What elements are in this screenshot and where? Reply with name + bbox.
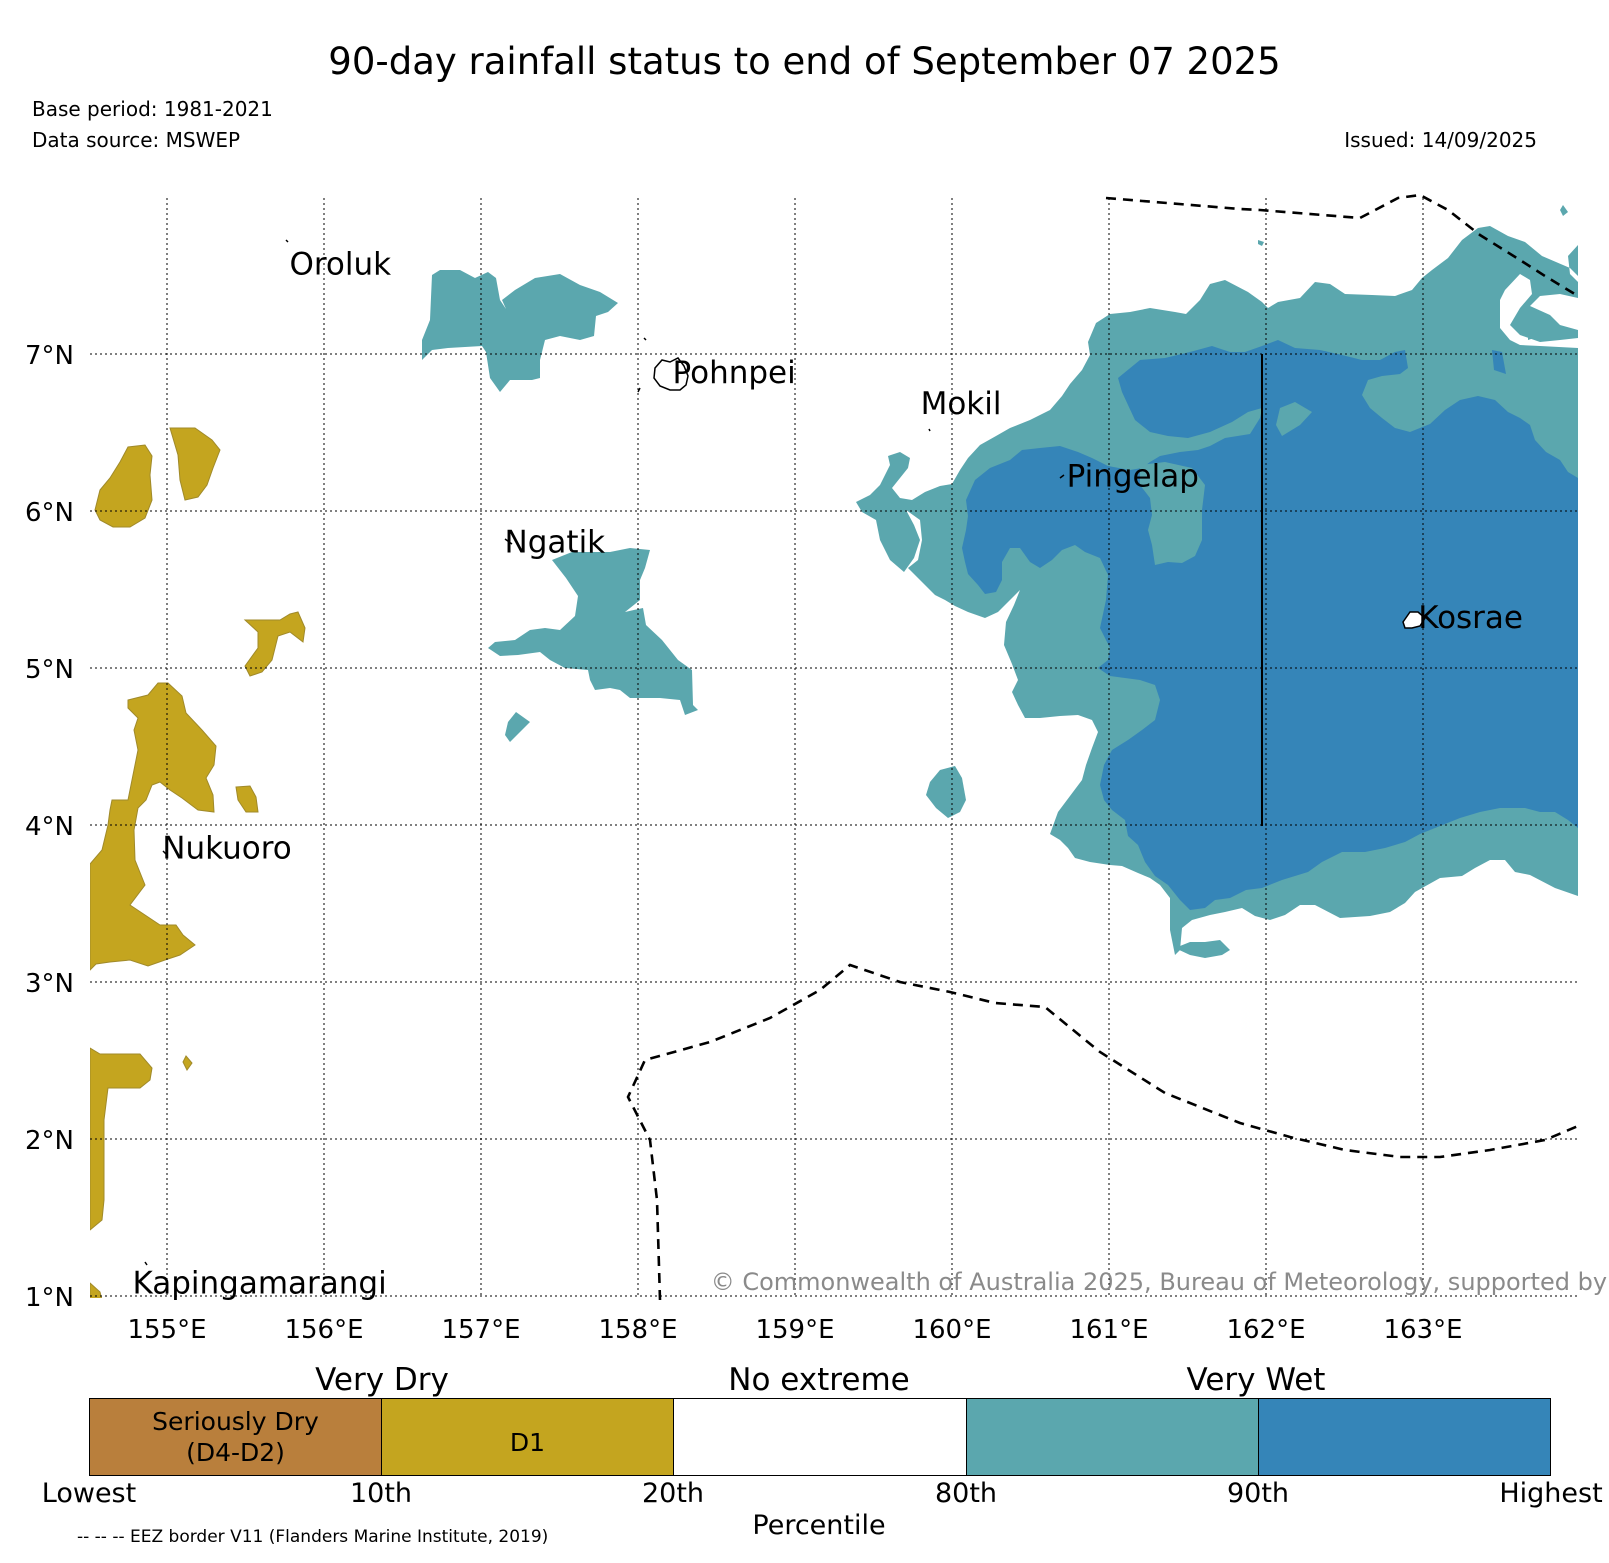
place-label-nukuoro: Nukuoro	[162, 831, 291, 867]
wet-region	[488, 548, 698, 715]
legend-tick-highest: Highest	[1499, 1478, 1603, 1509]
legend-tick-lowest: Lowest	[41, 1478, 137, 1509]
island-outlines	[653, 357, 1426, 629]
latitude-tick-label: 5°N	[25, 655, 74, 685]
place-label-oroluk: Oroluk	[289, 247, 391, 283]
place-label-pohnpei: Pohnpei	[673, 355, 796, 391]
dry-region	[235, 785, 259, 813]
wet-region	[1560, 205, 1568, 216]
data-source: Data source: MSWEP	[32, 128, 241, 152]
dry-region	[94, 444, 153, 528]
legend-box-no-extreme	[673, 1398, 967, 1476]
legend-tick-90th: 90th	[1226, 1478, 1290, 1509]
island-mark	[643, 337, 647, 341]
dry-region	[90, 682, 217, 971]
island-mark	[162, 850, 167, 855]
wet-region	[1258, 240, 1264, 246]
rainfall-layer	[90, 205, 1578, 1298]
latitude-tick-label: 7°N	[25, 341, 74, 371]
place-label-kapingamarangi: Kapingamarangi	[132, 1265, 386, 1301]
wet-island-patch	[1140, 462, 1205, 565]
wettest-region	[962, 340, 1578, 910]
legend-axis-label: Percentile	[752, 1510, 886, 1541]
legend-tick-80th: 80th	[934, 1478, 998, 1509]
place-label-ngatik: Ngatik	[505, 524, 606, 560]
latitude-tick-label: 4°N	[25, 812, 74, 842]
kosrae-island-outline	[1402, 611, 1426, 629]
island-mark	[144, 1261, 148, 1266]
longitude-tick-label: 157°E	[441, 1315, 520, 1345]
wet-island-patch	[1276, 402, 1312, 436]
island-marks	[144, 239, 1065, 1266]
dry-region	[182, 1055, 193, 1071]
place-labels: Oroluk Pohnpei Mokil Pingelap Ngatik Kosrae Nu…	[132, 247, 1523, 1302]
wet-90-plus-regions	[962, 340, 1578, 910]
latitude-labels: 7°N 6°N 5°N 4°N 3°N 2°N 1°N	[25, 341, 74, 1313]
legend-tick-20th: 20th	[641, 1478, 705, 1509]
base-period: Base period: 1981-2021	[32, 97, 273, 121]
legend-section-very-dry: Very Dry	[315, 1362, 449, 1398]
longitude-tick-label: 158°E	[598, 1315, 677, 1345]
longitude-labels: 155°E 156°E 157°E 158°E 159°E 160°E 161°E 162°E…	[127, 1315, 1462, 1345]
wet-region	[1175, 940, 1230, 958]
issued-date: Issued: 14/09/2025	[1344, 128, 1537, 152]
wet-region	[422, 270, 618, 392]
island-mark	[928, 428, 931, 432]
latitude-tick-label: 3°N	[25, 969, 74, 999]
dry-region	[169, 427, 221, 501]
eez-note: -- -- -- EEZ border V11 (Flanders Marine…	[77, 1527, 549, 1547]
longitude-tick-label: 159°E	[755, 1315, 834, 1345]
wettest-region	[1492, 350, 1506, 374]
island-mark	[285, 239, 289, 243]
dry-region	[243, 611, 306, 677]
latitude-tick-label: 6°N	[25, 498, 74, 528]
legend-box-d1: D1	[381, 1398, 674, 1476]
island-mark	[504, 538, 513, 545]
legend-box-90-plus	[1258, 1398, 1551, 1476]
legend-section-very-wet: Very Wet	[1186, 1362, 1326, 1398]
island-mark	[1059, 474, 1065, 479]
longitude-tick-label: 156°E	[284, 1315, 363, 1345]
legend-box-seriously-dry: Seriously Dry (D4-D2)	[89, 1398, 382, 1476]
pohnpei-island-outline	[653, 357, 689, 391]
legend-section-no-extreme: No extreme	[728, 1362, 910, 1398]
longitude-tick-label: 155°E	[127, 1315, 206, 1345]
longitude-tick-label: 160°E	[912, 1315, 991, 1345]
legend-box-80-90	[966, 1398, 1259, 1476]
longitude-tick-label: 161°E	[1069, 1315, 1148, 1345]
eez-border-north	[1105, 193, 1579, 298]
island-mark	[637, 387, 641, 393]
map-title: 90-day rainfall status to end of Septemb…	[328, 40, 1281, 83]
longitude-tick-label: 162°E	[1226, 1315, 1305, 1345]
eez-borders	[626, 193, 1579, 1301]
eez-border-south	[626, 963, 1579, 1301]
dry-region	[90, 1047, 153, 1231]
copyright-notice: © Commonwealth of Australia 2025, Bureau…	[711, 1268, 1609, 1296]
longitude-tick-label: 163°E	[1383, 1315, 1462, 1345]
legend-tick-10th: 10th	[349, 1478, 413, 1509]
place-label-mokil: Mokil	[921, 386, 1002, 422]
wet-region	[926, 766, 966, 818]
latitude-tick-label: 1°N	[25, 1283, 74, 1313]
place-label-kosrae: Kosrae	[1418, 600, 1523, 636]
place-label-pingelap: Pingelap	[1067, 458, 1199, 494]
dry-d1-regions	[90, 427, 306, 1298]
latitude-tick-label: 2°N	[25, 1126, 74, 1156]
wet-region	[505, 712, 530, 742]
dry-region	[90, 1282, 103, 1298]
